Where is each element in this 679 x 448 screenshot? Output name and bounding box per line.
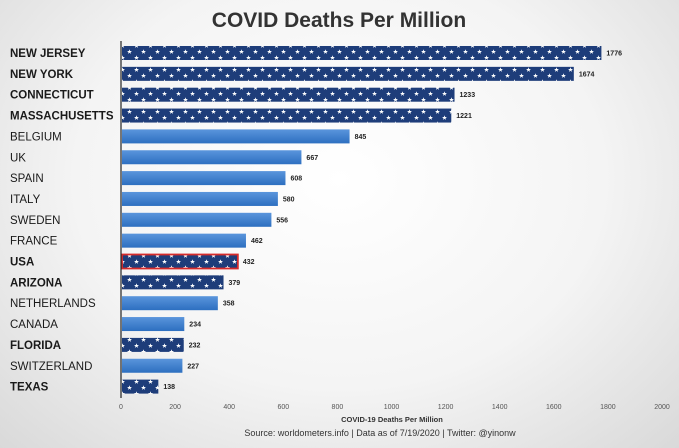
bar-connecticut — [122, 87, 455, 102]
x-tick-label-200: 200 — [169, 404, 181, 411]
bar-arizona — [122, 275, 224, 290]
category-label-usa: USA — [10, 257, 34, 269]
category-label-netherlands: NETHERLANDS — [10, 298, 96, 310]
bar-texas — [122, 379, 159, 394]
category-labels: NEW JERSEY NEW YORK CONNECTICUT MASSACHUSET… — [10, 48, 114, 394]
category-label-belgium: BELGIUM — [10, 131, 62, 143]
bar-belgium — [122, 129, 350, 144]
x-tick-label-2000: 2000 — [654, 404, 670, 411]
x-tick-label-800: 800 — [332, 404, 344, 411]
value-label-sweden: 556 — [276, 217, 288, 224]
source-note: Source: worldometers.info | Data as of 7… — [244, 428, 516, 438]
bar-switzerland — [122, 358, 183, 373]
category-label-switzerland: SWITZERLAND — [10, 361, 92, 373]
category-label-connecticut: CONNECTICUT — [10, 90, 94, 102]
bar-netherlands — [122, 296, 218, 311]
category-label-uk: UK — [10, 152, 26, 164]
value-labels: 1776 1674 1233 1221 845 667 608 580 556 462 432 379… — [163, 51, 622, 392]
bar-italy — [122, 191, 278, 206]
category-label-arizona: ARIZONA — [10, 277, 62, 289]
value-label-italy: 580 — [283, 196, 295, 203]
bar-florida — [122, 337, 184, 352]
category-label-france: FRANCE — [10, 236, 58, 248]
x-tick-label-1200: 1200 — [438, 404, 454, 411]
bars — [121, 46, 602, 394]
category-label-massachusetts: MASSACHUSETTS — [10, 111, 114, 123]
bar-spain — [122, 171, 286, 186]
bar-uk — [122, 150, 302, 165]
bar-canada — [122, 317, 185, 332]
x-tick-label-1600: 1600 — [546, 404, 562, 411]
x-tick-label-1400: 1400 — [492, 404, 508, 411]
category-label-new-york: NEW YORK — [10, 69, 74, 81]
x-tick-label-1000: 1000 — [384, 404, 400, 411]
bar-massachusetts — [122, 108, 452, 123]
chart-title: COVID Deaths Per Million — [212, 9, 466, 32]
x-tick-label-600: 600 — [277, 404, 289, 411]
x-tick-label-1800: 1800 — [600, 404, 616, 411]
x-tick-label-0: 0 — [119, 404, 123, 411]
category-label-spain: SPAIN — [10, 173, 44, 185]
value-label-belgium: 845 — [355, 134, 367, 141]
value-label-connecticut: 1233 — [460, 92, 476, 99]
value-label-usa: 432 — [243, 259, 255, 266]
bar-new-york — [122, 66, 574, 81]
value-label-florida: 232 — [189, 342, 201, 349]
category-label-canada: CANADA — [10, 319, 58, 331]
value-label-canada: 234 — [189, 322, 201, 329]
category-label-florida: FLORIDA — [10, 340, 61, 352]
bar-usa — [121, 253, 239, 270]
category-label-sweden: SWEDEN — [10, 215, 60, 227]
bar-france — [122, 233, 246, 248]
x-axis-label: COVID-19 Deaths Per Million — [341, 415, 443, 424]
value-label-new-york: 1674 — [579, 71, 595, 78]
value-label-uk: 667 — [306, 155, 318, 162]
value-label-switzerland: 227 — [187, 363, 199, 370]
value-label-spain: 608 — [290, 176, 302, 183]
category-label-new-jersey: NEW JERSEY — [10, 48, 86, 60]
value-label-new-jersey: 1776 — [606, 51, 622, 58]
value-label-texas: 138 — [163, 384, 175, 391]
value-label-france: 462 — [251, 238, 263, 245]
category-label-texas: TEXAS — [10, 382, 49, 394]
value-label-netherlands: 358 — [223, 301, 235, 308]
bar-new-jersey — [122, 46, 602, 60]
x-tick-labels: 0 200 400 600 800 1000 1200 1400 1600 1800 2000 — [119, 404, 670, 411]
category-label-italy: ITALY — [10, 194, 41, 206]
value-label-massachusetts: 1221 — [456, 113, 472, 120]
value-label-arizona: 379 — [229, 280, 241, 287]
x-tick-label-400: 400 — [223, 404, 235, 411]
bar-sweden — [122, 212, 272, 227]
